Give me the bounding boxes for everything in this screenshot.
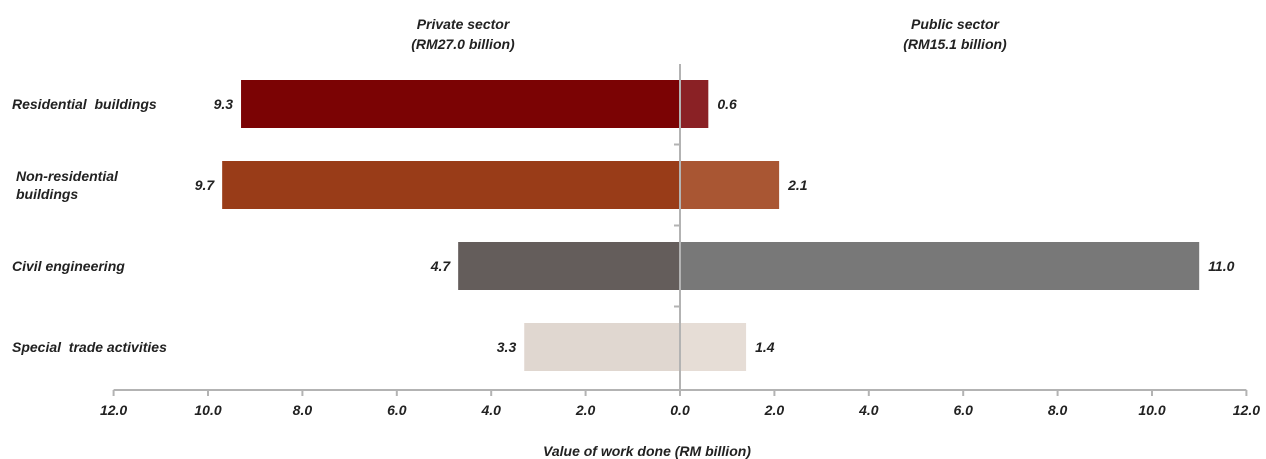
x-tick-label-0: 12.0 xyxy=(100,402,127,418)
bar-private-3 xyxy=(524,323,680,371)
x-tick-label-4: 4.0 xyxy=(480,402,501,418)
category-label-2: Civil engineering xyxy=(12,258,125,274)
bar-public-3 xyxy=(680,323,747,371)
bar-public-0 xyxy=(680,80,709,128)
x-tick-label-5: 2.0 xyxy=(575,402,596,418)
public-sector-title: Public sector xyxy=(911,16,1000,32)
x-tick-label-8: 4.0 xyxy=(858,402,879,418)
private-sector-total: (RM27.0 billion) xyxy=(411,36,515,52)
x-tick-label-2: 8.0 xyxy=(293,402,313,418)
category-label-0: Residential buildings xyxy=(12,96,157,112)
value-label-private-0: 9.3 xyxy=(214,96,234,112)
x-tick-label-6: 0.0 xyxy=(670,402,690,418)
x-tick-label-12: 12.0 xyxy=(1233,402,1260,418)
value-label-private-3: 3.3 xyxy=(497,339,517,355)
bar-public-1 xyxy=(680,161,780,209)
value-label-private-2: 4.7 xyxy=(430,258,452,274)
value-label-public-2: 11.0 xyxy=(1208,258,1234,274)
sector-titles: Private sector (RM27.0 billion) Public s… xyxy=(411,16,1007,52)
bars-group xyxy=(222,80,1200,371)
value-label-public-1: 2.1 xyxy=(787,177,808,193)
x-tick-label-9: 6.0 xyxy=(953,402,973,418)
value-label-public-0: 0.6 xyxy=(717,96,737,112)
bar-private-0 xyxy=(241,80,681,128)
category-label-1-line-1: buildings xyxy=(16,186,78,202)
x-tick-label-3: 6.0 xyxy=(387,402,407,418)
bar-private-2 xyxy=(458,242,680,290)
category-labels: Residential buildings Non-residential buil… xyxy=(12,96,167,355)
x-tick-label-1: 10.0 xyxy=(194,402,221,418)
x-tick-label-7: 2.0 xyxy=(764,402,785,418)
x-axis-title: Value of work done (RM billion) xyxy=(543,443,751,459)
bar-private-1 xyxy=(222,161,680,209)
public-sector-total: (RM15.1 billion) xyxy=(903,36,1007,52)
category-label-1-line-0: Non-residential xyxy=(16,168,119,184)
value-label-private-1: 9.7 xyxy=(195,177,216,193)
x-tick-label-10: 8.0 xyxy=(1048,402,1068,418)
value-labels: 9.3 0.6 9.7 2.1 4.7 11.0 3.3 1.4 xyxy=(195,96,1235,355)
category-label-3: Special trade activities xyxy=(12,339,167,355)
x-axis: 12.0 10.0 8.0 6.0 4.0 2.0 0.0 2.0 4.0 6.0 8.0 10.0 1… xyxy=(100,64,1260,418)
bar-public-2 xyxy=(680,242,1200,290)
value-label-public-3: 1.4 xyxy=(755,339,775,355)
x-tick-label-11: 10.0 xyxy=(1138,402,1165,418)
private-sector-title: Private sector xyxy=(417,16,511,32)
